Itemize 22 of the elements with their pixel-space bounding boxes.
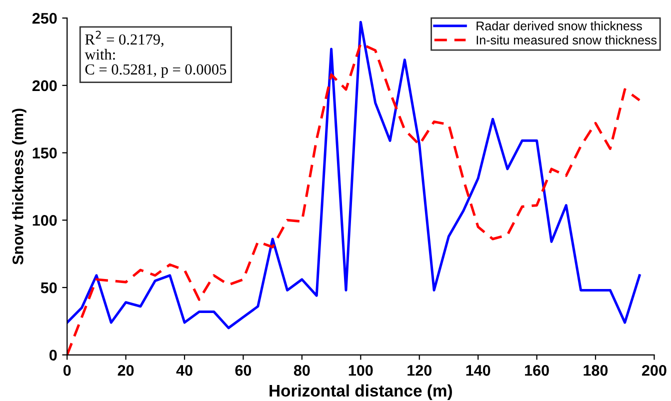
y-tick-label: 250 <box>32 12 57 24</box>
x-tick-label: 40 <box>176 365 192 376</box>
x-tick-label: 20 <box>118 365 134 376</box>
y-tick-label: 100 <box>32 215 57 226</box>
x-tick-label: 100 <box>348 365 373 376</box>
x-tick-label: 0 <box>63 365 71 376</box>
legend-label: Radar derived snow thickness <box>476 21 642 30</box>
y-tick-label: 150 <box>32 148 57 158</box>
x-tick-label: 200 <box>642 365 666 376</box>
x-tick-label: 80 <box>294 365 310 376</box>
y-axis-title: Snow thickness (mm) <box>12 108 26 265</box>
y-tick-label: 200 <box>32 80 57 92</box>
x-tick-label: 180 <box>584 365 608 376</box>
y-tick-label: 50 <box>40 282 57 294</box>
x-tick-label: 160 <box>525 365 549 376</box>
y-tick-label: 0 <box>49 350 57 361</box>
x-tick-label: 140 <box>466 365 490 376</box>
annotation: R$^{2}$ = 0.2179, with: C = 0.5281, p = 0.0005 <box>84 30 226 78</box>
x-tick-label: 60 <box>235 365 252 376</box>
legend-label: In-situ measured snow thickness <box>476 35 657 45</box>
x-tick-label: 120 <box>408 365 432 376</box>
x-axis-title: Horizontal distance (m) <box>270 384 452 400</box>
